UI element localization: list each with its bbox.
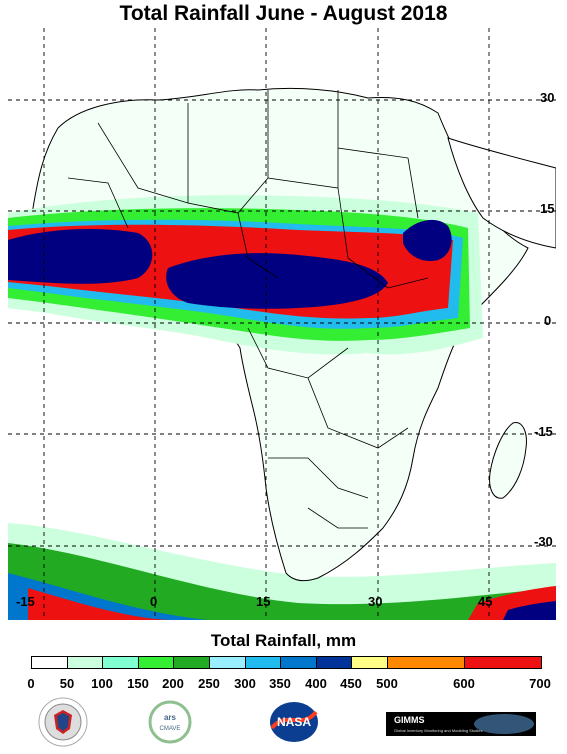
lat-label-minus-30: -30 bbox=[534, 534, 553, 549]
legend-swatch bbox=[174, 657, 210, 668]
legend-tick-label: 50 bbox=[59, 676, 75, 691]
legend-swatch bbox=[317, 657, 352, 668]
legend-tick-label: 600 bbox=[453, 676, 475, 691]
legend-tick-label: 400 bbox=[305, 676, 327, 691]
country-borders bbox=[67, 90, 429, 529]
legend-title: Total Rainfall, mm bbox=[210, 631, 357, 650]
legend-swatch bbox=[103, 657, 139, 668]
southern-ocean-east-dark-band bbox=[503, 601, 556, 620]
legend-tick-label: 700 bbox=[529, 676, 551, 691]
lon-label-30: 30 bbox=[368, 594, 382, 609]
defense-health-agency-seal bbox=[38, 697, 88, 747]
legend-swatch bbox=[139, 657, 174, 668]
ethiopia-heavy-rain-core bbox=[403, 219, 452, 262]
legend-tick-label: 500 bbox=[376, 676, 398, 691]
legend-swatch bbox=[352, 657, 388, 668]
lon-label-45: 45 bbox=[478, 594, 492, 609]
legend-tick-label: 0 bbox=[27, 676, 35, 691]
svg-text:Global Inventory Monitoring an: Global Inventory Monitoring and Modeling… bbox=[394, 728, 483, 733]
legend-tick-label: 350 bbox=[269, 676, 291, 691]
legend-swatch bbox=[68, 657, 103, 668]
rainfall-map: 30 15 0 -15 -30 -15 0 15 30 45 bbox=[8, 28, 556, 620]
lat-label-minus-15: -15 bbox=[534, 424, 553, 439]
legend-tick-label: 150 bbox=[127, 676, 149, 691]
west-africa-heavy-rain-core bbox=[8, 228, 153, 284]
graticule bbox=[8, 28, 556, 620]
nasa-logo: NASA bbox=[270, 702, 318, 742]
arabian-peninsula bbox=[447, 137, 556, 249]
legend-swatch bbox=[210, 657, 246, 668]
gimms-logo: GIMMS Global Inventory Monitoring and Mo… bbox=[386, 712, 536, 736]
lon-label-0: 0 bbox=[150, 594, 157, 609]
lat-label-30: 30 bbox=[540, 90, 554, 105]
map-title: Total Rainfall June - August 2018 bbox=[119, 2, 448, 25]
lat-label-0: 0 bbox=[544, 313, 551, 328]
legend-tick-label: 100 bbox=[91, 676, 113, 691]
usda-cmave-logo: ars CMAVE bbox=[148, 700, 192, 744]
lon-label-15: 15 bbox=[256, 594, 270, 609]
svg-text:ars: ars bbox=[164, 713, 177, 722]
legend-swatch bbox=[246, 657, 281, 668]
svg-text:GIMMS: GIMMS bbox=[394, 715, 425, 725]
legend-swatch bbox=[281, 657, 317, 668]
legend-swatch bbox=[32, 657, 68, 668]
legend-tick-label: 300 bbox=[234, 676, 256, 691]
lat-label-15: 15 bbox=[540, 201, 554, 216]
legend-swatch bbox=[465, 657, 541, 668]
southern-ocean-red-band bbox=[28, 588, 168, 620]
southern-ocean-green-band bbox=[8, 543, 556, 620]
legend-swatch bbox=[388, 657, 465, 668]
legend-color-bar bbox=[31, 656, 542, 669]
lon-label-minus-15: -15 bbox=[16, 594, 35, 609]
legend-tick-label: 250 bbox=[198, 676, 220, 691]
legend-tick-label: 450 bbox=[340, 676, 362, 691]
madagascar bbox=[489, 422, 527, 499]
svg-text:NASA: NASA bbox=[277, 715, 311, 729]
legend-tick-label: 200 bbox=[162, 676, 184, 691]
central-africa-heavy-rain-core bbox=[166, 253, 388, 309]
svg-text:CMAVE: CMAVE bbox=[160, 726, 181, 732]
